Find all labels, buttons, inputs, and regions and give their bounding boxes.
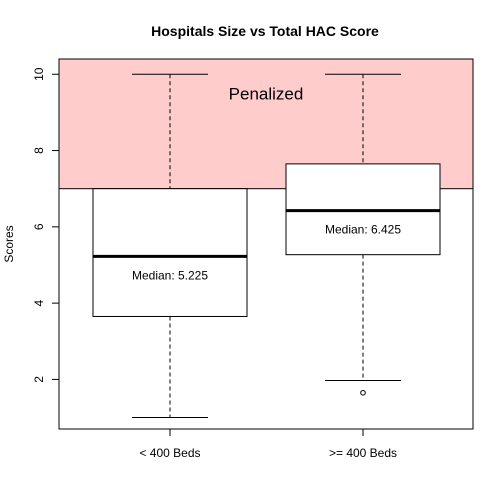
penalized-label: Penalized bbox=[229, 84, 304, 103]
y-tick-label: 4 bbox=[32, 299, 46, 306]
outlier-point bbox=[360, 389, 366, 396]
y-tick-label: 8 bbox=[32, 147, 46, 154]
y-tick-label: 2 bbox=[32, 376, 46, 383]
x-tick-label: >= 400 Beds bbox=[329, 446, 397, 460]
x-tick-label: < 400 Beds bbox=[139, 446, 200, 460]
plot-area: Median: 5.225 < 400 Beds Median: 6.425 >= 4… bbox=[32, 58, 474, 460]
y-tick-label: 6 bbox=[32, 223, 46, 230]
median-label: Median: 5.225 bbox=[132, 268, 208, 282]
median-label: Median: 6.425 bbox=[325, 223, 401, 237]
y-tick-label: 10 bbox=[32, 67, 46, 81]
box bbox=[92, 188, 248, 317]
plot-border bbox=[58, 58, 474, 430]
chart-title: Hospitals Size vs Total HAC Score bbox=[151, 23, 379, 39]
y-axis-label: Scores bbox=[2, 225, 16, 262]
